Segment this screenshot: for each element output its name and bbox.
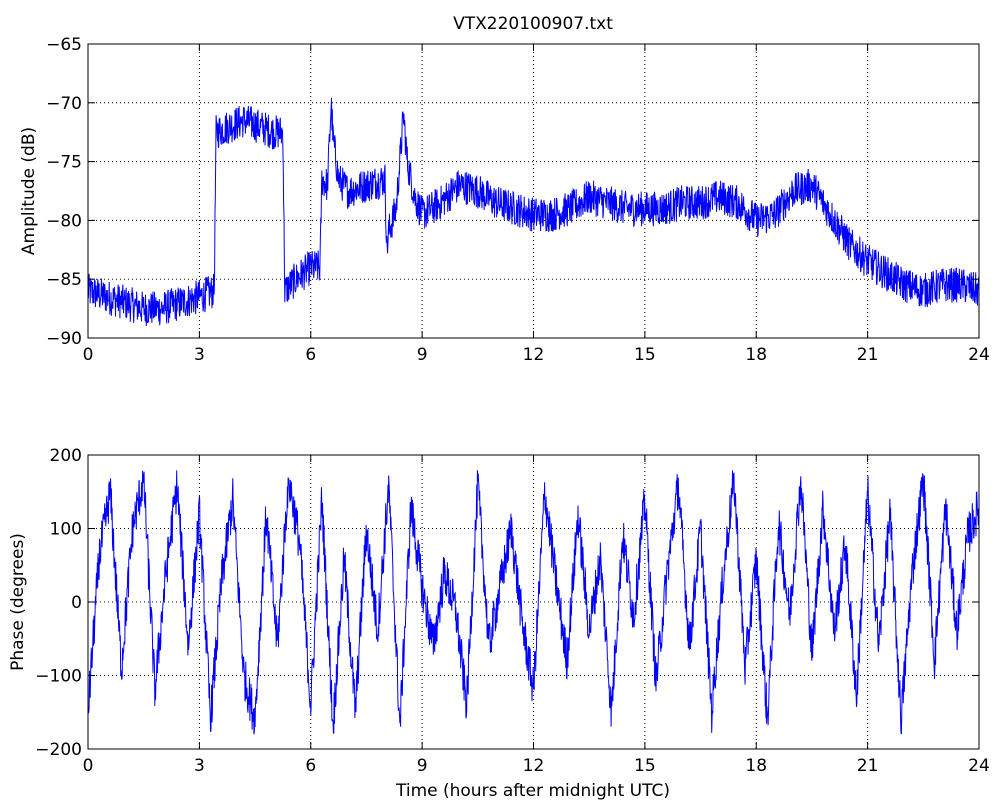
phase-xtick-label: 3 [194, 756, 205, 776]
amplitude-xtick-label: 12 [523, 345, 545, 365]
amplitude-xtick-label: 3 [194, 345, 205, 365]
phase-ytick-label: 0 [71, 593, 82, 613]
phase-ytick-label: −100 [35, 667, 82, 687]
amplitude-xtick-label: 6 [305, 345, 316, 365]
amplitude-ytick-label: −75 [46, 153, 82, 173]
phase-axes: 0 3 6 9 12 15 18 21 24 −200 −100 0 100 200 Phase (deg… [8, 446, 990, 776]
amplitude-ytick-label: −85 [46, 270, 82, 290]
amplitude-xtick-label: 24 [968, 345, 990, 365]
time-axis-label: Time (hours after midnight UTC) [395, 781, 670, 801]
phase-ytick-label: 200 [50, 446, 82, 466]
phase-ticks: 0 3 6 9 12 15 18 21 24 −200 −100 0 100 200 [35, 446, 990, 776]
phase-xtick-label: 18 [745, 756, 767, 776]
amplitude-xtick-label: 21 [857, 345, 879, 365]
phase-xtick-label: 9 [417, 756, 428, 776]
amplitude-xtick-label: 15 [634, 345, 656, 365]
phase-plot [88, 470, 979, 735]
amplitude-grid [88, 44, 979, 338]
figure-title: VTX220100907.txt [453, 14, 613, 34]
phase-xtick-label: 12 [523, 756, 545, 776]
phase-xtick-label: 6 [305, 756, 316, 776]
amplitude-ytick-label: −80 [46, 211, 82, 231]
amplitude-ticks: 0 3 6 9 12 15 18 21 24 −90 −85 −80 −75 −70 −65 [46, 35, 990, 365]
amplitude-plot [88, 97, 979, 327]
amplitude-ytick-label: −65 [46, 35, 82, 55]
phase-xtick-label: 24 [968, 756, 990, 776]
amplitude-xtick-label: 9 [417, 345, 428, 365]
amplitude-axes: 0 3 6 9 12 15 18 21 24 −90 −85 −80 −75 −70 −65 Amplitu… [19, 35, 990, 365]
phase-ytick-label: 100 [50, 520, 82, 540]
amplitude-axis-label: Amplitude (dB) [19, 127, 39, 255]
amplitude-series-line [88, 97, 979, 327]
amplitude-ytick-label: −90 [46, 329, 82, 349]
phase-axis-label: Phase (degrees) [8, 533, 28, 671]
phase-xtick-label: 21 [857, 756, 879, 776]
phase-xtick-label: 15 [634, 756, 656, 776]
amplitude-xtick-label: 0 [83, 345, 94, 365]
amplitude-ytick-label: −70 [46, 94, 82, 114]
amplitude-xtick-label: 18 [745, 345, 767, 365]
phase-xtick-label: 0 [83, 756, 94, 776]
phase-ytick-label: −200 [35, 740, 82, 760]
phase-series-line [88, 470, 979, 735]
